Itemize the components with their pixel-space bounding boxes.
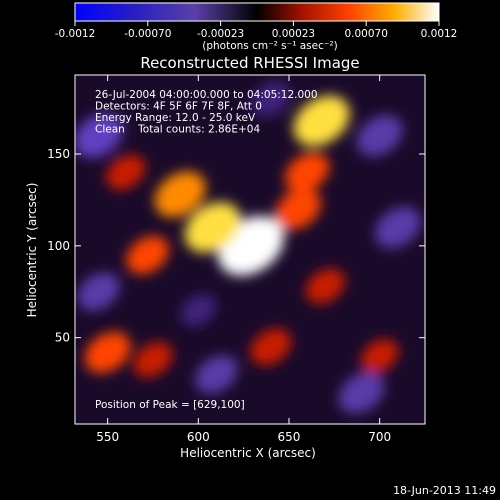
annotation-block: 26-Jul-2004 04:00:00.000 to 04:05:12.000…	[95, 89, 318, 136]
heatmap-image	[75, 81, 421, 414]
chart-title: Reconstructed RHESSI Image	[140, 54, 359, 72]
y-axis-label: Heliocentric Y (arcsec)	[25, 183, 39, 318]
emission-source	[293, 95, 350, 147]
emission-source	[84, 331, 131, 373]
emission-source	[285, 152, 330, 193]
peak-core	[234, 232, 268, 260]
y-axis-ticks: 50 100 150	[47, 147, 425, 345]
x-tick-label: 550	[96, 430, 119, 444]
colorbar-tick-label: 0.00070	[344, 28, 387, 40]
footer-date: 18-Jun-2013 11:49	[393, 484, 496, 497]
negative-source	[374, 206, 421, 249]
colorbar-tick-label: -0.00023	[197, 28, 244, 40]
colorbar-unit-label: (photons cm⁻² s⁻¹ asec⁻²)	[202, 40, 337, 52]
x-tick-label: 700	[368, 430, 391, 444]
negative-source	[251, 81, 291, 117]
colorbar-ticks: -0.0012 -0.00070 -0.00023 0.00023 0.00070 0.0…	[55, 21, 458, 40]
colorbar	[74, 2, 440, 22]
emission-source	[133, 342, 173, 378]
negative-source	[195, 355, 238, 394]
x-axis-label: Heliocentric X (arcsec)	[180, 446, 316, 460]
colorbar-tick-label: -0.0012	[55, 28, 96, 40]
negative-source	[75, 113, 124, 158]
annotation-line: 26-Jul-2004 04:00:00.000 to 04:05:12.000	[95, 89, 318, 101]
emission-source	[126, 235, 169, 275]
negative-source	[180, 294, 217, 327]
annotation-line: Clean Total counts: 2.86E+04	[95, 124, 260, 136]
y-tick-label: 50	[55, 331, 70, 345]
x-tick-label: 650	[278, 430, 301, 444]
colorbar-tick-label: 0.00023	[272, 28, 315, 40]
emission-source	[360, 339, 399, 373]
y-tick-label: 150	[47, 147, 70, 161]
emission-source	[106, 154, 146, 190]
y-tick-label: 100	[47, 239, 70, 253]
colorbar-tick-label: -0.00070	[124, 28, 171, 40]
x-axis-ticks: 550 600 650 700	[96, 75, 391, 444]
negative-source	[356, 115, 403, 157]
plot-frame	[74, 74, 426, 425]
emission-source	[305, 268, 345, 304]
negative-source	[77, 272, 120, 311]
emission-source	[275, 188, 321, 230]
emission-source	[154, 171, 206, 218]
colorbar-tick-label: 0.0012	[421, 28, 458, 40]
annotation-line: Detectors: 4F 5F 6F 7F 8F, Att 0	[95, 101, 262, 113]
annotation-line: Energy Range: 12.0 - 25.0 keV	[95, 112, 256, 124]
peak-position-text: Position of Peak = [629,100]	[95, 399, 245, 411]
negative-source	[338, 372, 385, 414]
x-tick-label: 600	[187, 430, 210, 444]
emission-source	[250, 328, 292, 366]
emission-source	[184, 202, 241, 253]
